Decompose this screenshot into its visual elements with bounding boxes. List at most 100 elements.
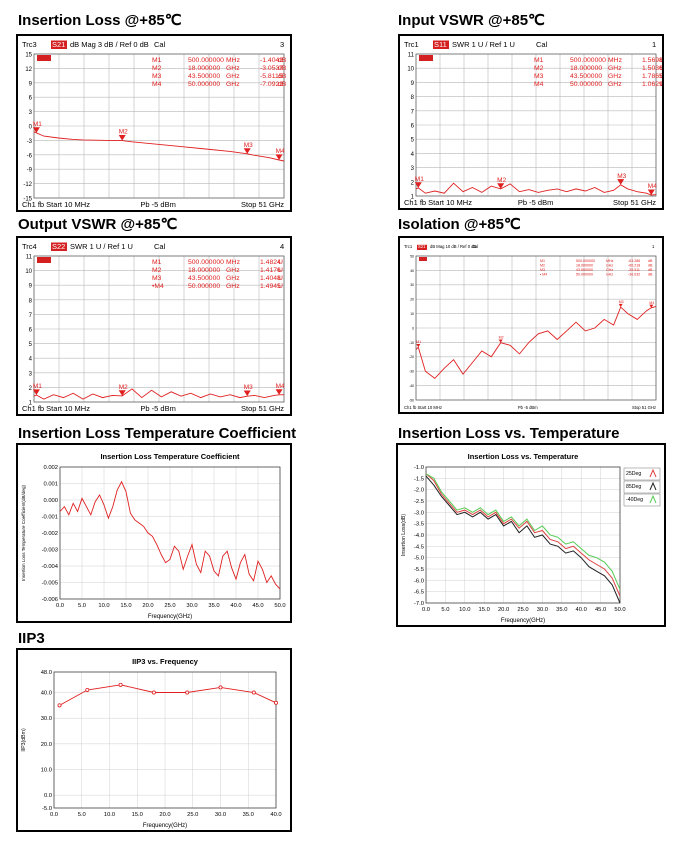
y-tick-label: 2 bbox=[29, 386, 33, 392]
y-tick-label: -2.5 bbox=[414, 499, 424, 505]
marker-value: -1.4042 bbox=[260, 57, 283, 64]
marker-value-unit: dB bbox=[278, 81, 287, 88]
y-tick-label: 50 bbox=[410, 254, 414, 258]
data-point bbox=[273, 700, 278, 705]
y-tick-label: -2.0 bbox=[414, 488, 424, 494]
param-badge-bg bbox=[51, 242, 67, 251]
marker-freq: 50.000000 bbox=[576, 273, 593, 277]
channel-number: 3 bbox=[280, 40, 284, 49]
x-tick-label: 0.0 bbox=[422, 607, 430, 613]
marker-freq-unit: MHz bbox=[226, 259, 241, 266]
footer-stop: Stop 51 GHz bbox=[241, 200, 284, 209]
marker-name: M2 bbox=[152, 65, 162, 72]
x-tick-label: 5.0 bbox=[78, 603, 86, 609]
x-tick-label: 10.0 bbox=[459, 607, 470, 613]
il-temp-coeff-chart: Insertion Loss Temperature Coefficient 0.… bbox=[21, 452, 286, 620]
marker-freq-unit: GHz bbox=[608, 73, 622, 80]
data-point bbox=[251, 690, 256, 695]
marker-value-unit: dB bbox=[278, 57, 287, 64]
x-tick-label: 30.0 bbox=[186, 603, 197, 609]
trace-line bbox=[33, 388, 285, 400]
il-vs-temp-title: Insertion Loss vs. Temperature bbox=[398, 425, 620, 442]
legend-swatch bbox=[649, 494, 657, 504]
marker-freq: 18.000000 bbox=[570, 65, 602, 72]
legend-entry-box bbox=[623, 467, 661, 481]
x-tick-label: 20.0 bbox=[159, 812, 170, 818]
marker-name: M4 bbox=[534, 81, 544, 88]
x-tick-label: 15.0 bbox=[132, 812, 143, 818]
marker-label: M3 bbox=[244, 384, 253, 391]
x-tick-label: 0.0 bbox=[50, 812, 58, 818]
chart-title: Insertion Loss vs. Temperature bbox=[468, 452, 579, 461]
footer-start: Ch1 fb Start 10 MHz bbox=[22, 404, 90, 413]
channel-number: 1 bbox=[652, 244, 655, 249]
x-tick-label: 40.0 bbox=[230, 603, 241, 609]
param-label: S22 bbox=[52, 242, 65, 251]
footer-start: Ch1 fb Start 10 MHz bbox=[22, 200, 90, 209]
marker-triangle bbox=[618, 303, 623, 308]
y-tick-label: 12 bbox=[25, 67, 32, 73]
output-vswr-title: Output VSWR @+85℃ bbox=[18, 216, 178, 233]
marker-freq-unit: MHz bbox=[608, 57, 623, 64]
data-point bbox=[57, 703, 62, 708]
trace-line bbox=[33, 131, 285, 162]
y-tick-label: 3 bbox=[29, 371, 33, 377]
y-tick-label: -3.5 bbox=[414, 522, 424, 528]
y-tick-label: 11 bbox=[408, 53, 415, 59]
x-tick-label: 35.0 bbox=[243, 812, 254, 818]
marker-triangle bbox=[498, 339, 503, 343]
marker-label: M4 bbox=[649, 301, 654, 305]
y-tick-label: 40.0 bbox=[41, 691, 52, 697]
marker-value: -60.218 bbox=[628, 264, 640, 268]
format-label: SWR 1 U / Ref 1 U bbox=[70, 242, 133, 251]
y-tick-label: 40 bbox=[410, 269, 414, 273]
marker-value: 1.7865 bbox=[642, 73, 662, 80]
x-tick-label: 5.0 bbox=[78, 812, 86, 818]
marker-label: M3 bbox=[617, 173, 626, 180]
marker-value: -3.0537 bbox=[260, 65, 283, 72]
marker-freq-unit: GHz bbox=[608, 81, 622, 88]
iip3-chart: IIP3 vs. Frequency 0.0 5.0 10.0 15.0 20.0 25.0… bbox=[21, 657, 282, 829]
x-tick-label: 45.0 bbox=[252, 603, 263, 609]
x-tick-label: 30.0 bbox=[537, 607, 548, 613]
y-tick-label: 10 bbox=[410, 312, 414, 316]
marker-value-unit: dB bbox=[648, 268, 653, 272]
marker-label: M1 bbox=[415, 176, 424, 183]
y-tick-label: -6 bbox=[27, 153, 33, 159]
y-tick-label: 9 bbox=[29, 81, 33, 87]
y-tick-label: 15 bbox=[25, 53, 32, 59]
cal-label: Cal bbox=[154, 242, 166, 251]
marker-value: 1.5036 bbox=[642, 65, 662, 72]
marker-value-unit: U bbox=[278, 259, 283, 266]
marker-freq: 43.500000 bbox=[570, 73, 602, 80]
legend-label: 85Deg bbox=[626, 484, 641, 490]
y-tick-label: 7 bbox=[29, 313, 33, 319]
plot-frame bbox=[59, 466, 281, 600]
data-point bbox=[118, 682, 123, 687]
x-tick-label: 45.0 bbox=[595, 607, 606, 613]
y-tick-label: 3 bbox=[411, 166, 415, 172]
x-tick-label: 30.0 bbox=[215, 812, 226, 818]
input-vswr-chart: Trc1 S11 SWR 1 U / Ref 1 U Cal 1111098765432… bbox=[404, 40, 662, 207]
marker-triangle bbox=[414, 182, 422, 188]
y-tick-label: 30 bbox=[410, 283, 414, 287]
marker-name: M4 bbox=[152, 81, 162, 88]
marker-freq-unit: GHz bbox=[226, 275, 240, 282]
y-tick-label: 5 bbox=[411, 138, 415, 144]
x-tick-label: 10.0 bbox=[104, 812, 115, 818]
marker-freq: 43.500000 bbox=[576, 268, 593, 272]
y-tick-label: -0.002 bbox=[42, 531, 58, 537]
y-tick-label: 0 bbox=[412, 326, 414, 330]
x-tick-label: 40.0 bbox=[576, 607, 587, 613]
marker-triangle bbox=[497, 183, 505, 189]
isolation-panel: Trc1 S21 dB Mag 10 dB / Ref 0 dB Cal 1 50 40 30… bbox=[398, 236, 664, 414]
marker-value-unit: dB bbox=[648, 259, 653, 263]
x-tick-label: 35.0 bbox=[208, 603, 219, 609]
marker-label: M2 bbox=[119, 384, 128, 391]
y-tick-label: 0.0 bbox=[44, 793, 52, 799]
x-axis-label: Frequency(GHz) bbox=[143, 823, 187, 829]
marker-freq: 43.500000 bbox=[188, 73, 220, 80]
y-tick-label: -0.004 bbox=[42, 564, 59, 570]
output-vswr-panel: Trc4 S22 SWR 1 U / Ref 1 U Cal 4 11 10 9 8 7 6 5 4 3 2… bbox=[16, 236, 292, 416]
